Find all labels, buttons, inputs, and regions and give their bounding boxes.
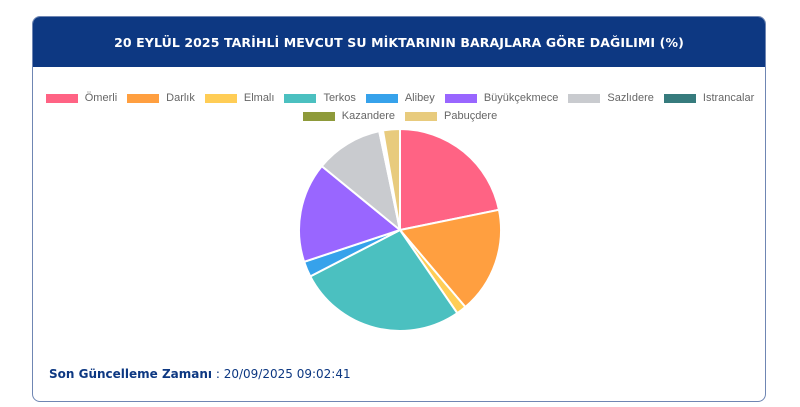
last-update-value: 20/09/2025 09:02:41: [223, 367, 351, 381]
pie-slice-terkos[interactable]: [308, 228, 459, 332]
legend-swatch: [284, 93, 317, 103]
pie-slice-pabuçdere[interactable]: [381, 127, 401, 231]
legend-item-elmalı[interactable]: Elmalı: [204, 92, 275, 104]
pie-chart-svg[interactable]: [297, 127, 503, 333]
legend-label: Alibey: [404, 92, 435, 104]
legend-label: Istrancalar: [702, 92, 755, 104]
legend-label: Kazandere: [341, 110, 395, 122]
legend-label: Terkos: [323, 92, 356, 104]
chart-title: 20 EYLÜL 2025 TARİHLİ MEVCUT SU MİKTARIN…: [114, 34, 684, 50]
legend-swatch: [405, 111, 437, 121]
last-update: Son Güncelleme Zamanı : 20/09/2025 09:02…: [49, 367, 351, 381]
legend-swatch: [663, 93, 696, 103]
pie-slice-büyükçekmece[interactable]: [298, 164, 403, 264]
legend-swatch: [365, 93, 398, 103]
legend-label: Sazlıdere: [607, 92, 654, 104]
legend-label: Darlık: [166, 92, 195, 104]
last-update-label: Son Güncelleme Zamanı: [49, 367, 213, 381]
pie-slice-sazlıdere[interactable]: [320, 129, 402, 233]
legend-item-kazandere[interactable]: Kazandere: [302, 110, 395, 122]
pie-slice-darlık[interactable]: [398, 208, 502, 309]
chart-card: 20 EYLÜL 2025 TARİHLİ MEVCUT SU MİKTARIN…: [32, 16, 766, 402]
card-header: 20 EYLÜL 2025 TARİHLİ MEVCUT SU MİKTARIN…: [33, 17, 765, 67]
legend-swatch: [568, 93, 601, 103]
legend-item-ömerli[interactable]: Ömerli: [45, 92, 118, 104]
legend-item-alibey[interactable]: Alibey: [365, 92, 435, 104]
legend-label: Pabuçdere: [444, 110, 498, 122]
pie-slice-ömerli[interactable]: [399, 127, 501, 232]
legend-item-istrancalar[interactable]: Istrancalar: [663, 92, 755, 104]
legend-label: Büyükçekmece: [483, 92, 559, 104]
legend-row: Ömerli Darlık Elmalı Terkos Alibey Büyükçekme…: [33, 89, 765, 107]
legend-item-pabuçdere[interactable]: Pabuçdere: [405, 110, 497, 122]
last-update-separator: :: [212, 367, 224, 381]
legend-swatch: [204, 93, 237, 103]
legend-item-terkos[interactable]: Terkos: [284, 92, 356, 104]
legend-row: Kazandere Pabuçdere: [33, 107, 765, 125]
legend-item-büyükçekmece[interactable]: Büyükçekmece: [444, 92, 559, 104]
legend-item-sazlıdere[interactable]: Sazlıdere: [568, 92, 654, 104]
legend-swatch: [302, 111, 335, 121]
legend-swatch: [127, 93, 160, 103]
legend-swatch: [444, 93, 477, 103]
legend-item-darlık[interactable]: Darlık: [127, 92, 195, 104]
legend-label: Elmalı: [243, 92, 275, 104]
pie-chart[interactable]: [297, 127, 503, 333]
chart-legend: Ömerli Darlık Elmalı Terkos Alibey Büyükçekme…: [33, 89, 765, 125]
legend-label: Ömerli: [84, 92, 118, 104]
legend-swatch: [45, 93, 78, 103]
